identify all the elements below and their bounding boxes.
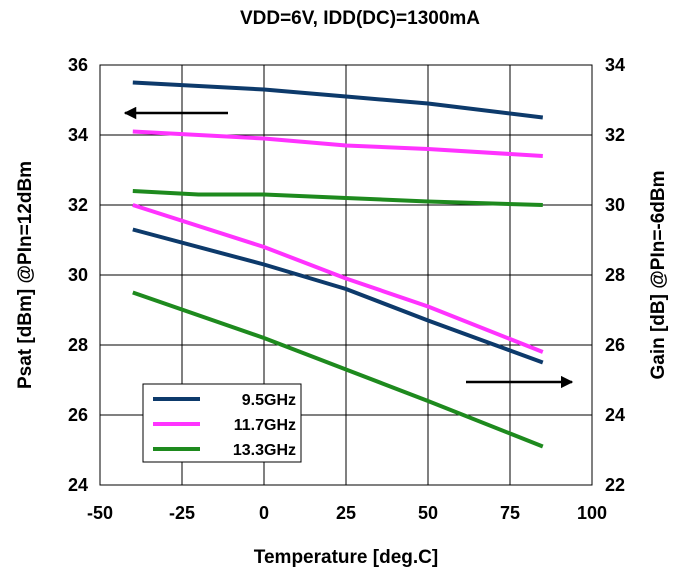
x-tick-label: -25 xyxy=(169,503,195,523)
series-line-11-7ghz-right xyxy=(132,203,544,354)
series-line-9-5ghz-right xyxy=(132,227,544,365)
right-y-tick-label: 22 xyxy=(605,475,625,495)
right-y-tick-label: 26 xyxy=(605,335,625,355)
right-y-tick-label: 28 xyxy=(605,265,625,285)
legend-label: 9.5GHz xyxy=(242,392,296,409)
series-layer xyxy=(132,80,544,449)
left-y-axis-label: Psat [dBm] @PIn=12dBm xyxy=(15,161,36,389)
left-y-tick-label: 24 xyxy=(68,475,88,495)
plot-frame xyxy=(99,64,593,486)
series-line-13-3ghz-left xyxy=(132,189,543,207)
legend: 9.5GHz 11.7GHz 13.3GHz xyxy=(142,383,302,463)
x-tick-label: 75 xyxy=(500,503,520,523)
right-y-tick-labels: 22 24 26 28 30 32 34 xyxy=(605,55,625,495)
x-tick-labels: -50 -25 0 25 50 75 100 xyxy=(87,503,607,523)
right-y-tick-label: 32 xyxy=(605,125,625,145)
legend-label: 11.7GHz xyxy=(234,417,296,434)
x-tick-label: 50 xyxy=(418,503,438,523)
left-y-tick-label: 32 xyxy=(68,195,88,215)
x-tick-label: 0 xyxy=(259,503,269,523)
left-y-tick-label: 34 xyxy=(68,125,88,145)
x-tick-label: 25 xyxy=(336,503,356,523)
right-y-tick-label: 24 xyxy=(605,405,625,425)
series-line-13-3ghz-right xyxy=(132,290,544,449)
left-y-tick-label: 30 xyxy=(68,265,88,285)
right-y-axis-label: Gain [dB] @PIn=-6dBm xyxy=(648,170,669,379)
left-y-tick-label: 26 xyxy=(68,405,88,425)
chart-title: VDD=6V, IDD(DC)=1300mA xyxy=(240,8,480,29)
series-line-9-5ghz-left xyxy=(132,80,544,120)
right-y-tick-label: 34 xyxy=(605,55,625,75)
legend-label: 13.3GHz xyxy=(233,442,296,459)
left-y-tick-labels: 24 26 28 30 32 34 36 xyxy=(68,55,88,495)
x-tick-label: -50 xyxy=(87,503,113,523)
left-y-tick-label: 28 xyxy=(68,335,88,355)
right-y-tick-label: 30 xyxy=(605,195,625,215)
left-y-tick-label: 36 xyxy=(68,55,88,75)
series-line-11-7ghz-left xyxy=(132,129,543,158)
x-tick-label: 100 xyxy=(577,503,607,523)
x-axis-label: Temperature [deg.C] xyxy=(254,547,438,568)
